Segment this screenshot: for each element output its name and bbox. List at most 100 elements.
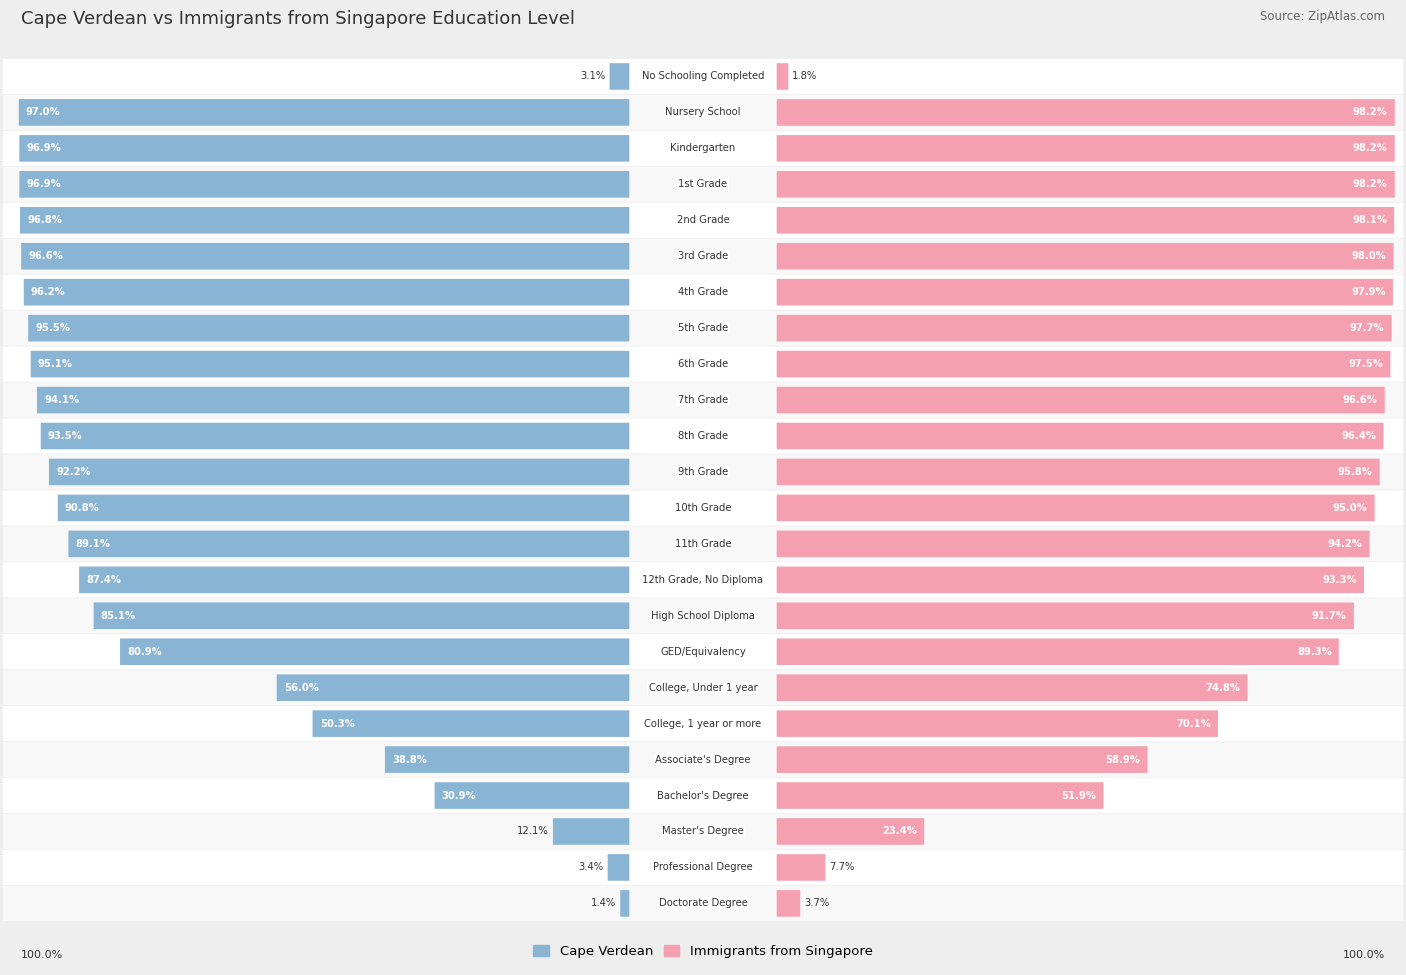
FancyBboxPatch shape <box>3 598 1403 634</box>
Text: 7.7%: 7.7% <box>830 863 855 873</box>
FancyBboxPatch shape <box>776 458 1379 486</box>
Text: 96.6%: 96.6% <box>28 252 63 261</box>
FancyBboxPatch shape <box>776 675 1247 701</box>
FancyBboxPatch shape <box>3 706 1403 741</box>
Text: 3.4%: 3.4% <box>578 863 603 873</box>
FancyBboxPatch shape <box>776 423 1384 449</box>
FancyBboxPatch shape <box>3 346 1403 382</box>
FancyBboxPatch shape <box>776 279 1393 305</box>
Text: 96.9%: 96.9% <box>27 179 62 189</box>
FancyBboxPatch shape <box>3 310 1403 346</box>
Text: 4th Grade: 4th Grade <box>678 288 728 297</box>
Text: 97.9%: 97.9% <box>1351 288 1386 297</box>
FancyBboxPatch shape <box>3 167 1403 202</box>
FancyBboxPatch shape <box>776 746 1147 773</box>
Text: 50.3%: 50.3% <box>319 719 354 728</box>
Text: 80.9%: 80.9% <box>127 646 162 657</box>
Text: 97.7%: 97.7% <box>1350 323 1385 333</box>
Text: 94.2%: 94.2% <box>1327 539 1362 549</box>
FancyBboxPatch shape <box>79 566 630 593</box>
FancyBboxPatch shape <box>3 58 1403 95</box>
Text: 90.8%: 90.8% <box>65 503 100 513</box>
FancyBboxPatch shape <box>3 203 1403 238</box>
Text: 100.0%: 100.0% <box>21 951 63 960</box>
FancyBboxPatch shape <box>3 382 1403 417</box>
Text: Bachelor's Degree: Bachelor's Degree <box>657 791 749 800</box>
FancyBboxPatch shape <box>20 207 630 234</box>
FancyBboxPatch shape <box>607 854 630 880</box>
FancyBboxPatch shape <box>120 639 630 665</box>
Text: 96.8%: 96.8% <box>27 215 62 225</box>
FancyBboxPatch shape <box>28 315 630 341</box>
FancyBboxPatch shape <box>3 814 1403 849</box>
Text: 12.1%: 12.1% <box>517 827 548 837</box>
Text: 70.1%: 70.1% <box>1175 719 1211 728</box>
Text: Source: ZipAtlas.com: Source: ZipAtlas.com <box>1260 10 1385 22</box>
FancyBboxPatch shape <box>3 634 1403 670</box>
FancyBboxPatch shape <box>776 711 1218 737</box>
FancyBboxPatch shape <box>277 675 630 701</box>
FancyBboxPatch shape <box>3 670 1403 705</box>
FancyBboxPatch shape <box>3 563 1403 598</box>
Text: 9th Grade: 9th Grade <box>678 467 728 477</box>
FancyBboxPatch shape <box>3 850 1403 885</box>
FancyBboxPatch shape <box>3 742 1403 777</box>
FancyBboxPatch shape <box>58 494 630 522</box>
Text: GED/Equivalency: GED/Equivalency <box>661 646 745 657</box>
Text: 3.7%: 3.7% <box>804 898 830 909</box>
FancyBboxPatch shape <box>776 351 1391 377</box>
Text: 23.4%: 23.4% <box>882 827 917 837</box>
FancyBboxPatch shape <box>18 99 630 126</box>
Text: 38.8%: 38.8% <box>392 755 427 764</box>
Text: 98.2%: 98.2% <box>1353 107 1388 117</box>
Text: 2nd Grade: 2nd Grade <box>676 215 730 225</box>
Text: Professional Degree: Professional Degree <box>654 863 752 873</box>
Text: 93.3%: 93.3% <box>1322 575 1357 585</box>
FancyBboxPatch shape <box>776 639 1339 665</box>
FancyBboxPatch shape <box>24 279 630 305</box>
Text: 96.6%: 96.6% <box>1343 395 1378 405</box>
FancyBboxPatch shape <box>776 782 1104 809</box>
Text: 7th Grade: 7th Grade <box>678 395 728 405</box>
FancyBboxPatch shape <box>3 239 1403 274</box>
Text: 12th Grade, No Diploma: 12th Grade, No Diploma <box>643 575 763 585</box>
FancyBboxPatch shape <box>776 566 1364 593</box>
FancyBboxPatch shape <box>385 746 630 773</box>
FancyBboxPatch shape <box>610 63 630 90</box>
Text: 6th Grade: 6th Grade <box>678 359 728 370</box>
FancyBboxPatch shape <box>3 526 1403 562</box>
Text: 96.2%: 96.2% <box>31 288 66 297</box>
FancyBboxPatch shape <box>94 603 630 629</box>
Text: 56.0%: 56.0% <box>284 682 319 692</box>
Text: 89.1%: 89.1% <box>76 539 111 549</box>
Text: 100.0%: 100.0% <box>1343 951 1385 960</box>
Text: 95.1%: 95.1% <box>38 359 73 370</box>
Text: 95.5%: 95.5% <box>35 323 70 333</box>
Text: 3rd Grade: 3rd Grade <box>678 252 728 261</box>
Text: 58.9%: 58.9% <box>1105 755 1140 764</box>
FancyBboxPatch shape <box>434 782 630 809</box>
FancyBboxPatch shape <box>20 136 630 162</box>
Text: Cape Verdean vs Immigrants from Singapore Education Level: Cape Verdean vs Immigrants from Singapor… <box>21 10 575 27</box>
Text: 30.9%: 30.9% <box>441 791 477 800</box>
FancyBboxPatch shape <box>3 885 1403 921</box>
Text: 93.5%: 93.5% <box>48 431 83 441</box>
Legend: Cape Verdean, Immigrants from Singapore: Cape Verdean, Immigrants from Singapore <box>527 940 879 963</box>
Text: Master's Degree: Master's Degree <box>662 827 744 837</box>
FancyBboxPatch shape <box>776 387 1385 413</box>
FancyBboxPatch shape <box>3 131 1403 166</box>
FancyBboxPatch shape <box>31 351 630 377</box>
Text: 98.2%: 98.2% <box>1353 143 1388 153</box>
Text: 95.0%: 95.0% <box>1333 503 1368 513</box>
FancyBboxPatch shape <box>776 171 1395 198</box>
Text: 98.1%: 98.1% <box>1353 215 1386 225</box>
Text: Nursery School: Nursery School <box>665 107 741 117</box>
Text: 10th Grade: 10th Grade <box>675 503 731 513</box>
Text: 5th Grade: 5th Grade <box>678 323 728 333</box>
FancyBboxPatch shape <box>37 387 630 413</box>
FancyBboxPatch shape <box>3 490 1403 526</box>
Text: 74.8%: 74.8% <box>1205 682 1240 692</box>
Text: 96.4%: 96.4% <box>1341 431 1376 441</box>
FancyBboxPatch shape <box>3 418 1403 453</box>
FancyBboxPatch shape <box>20 171 630 198</box>
